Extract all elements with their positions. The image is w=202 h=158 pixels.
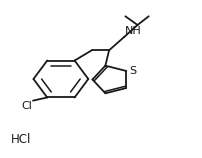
Text: Cl: Cl [21, 101, 32, 111]
Text: S: S [129, 66, 136, 76]
Text: HCl: HCl [11, 133, 31, 146]
Text: NH: NH [125, 26, 141, 36]
